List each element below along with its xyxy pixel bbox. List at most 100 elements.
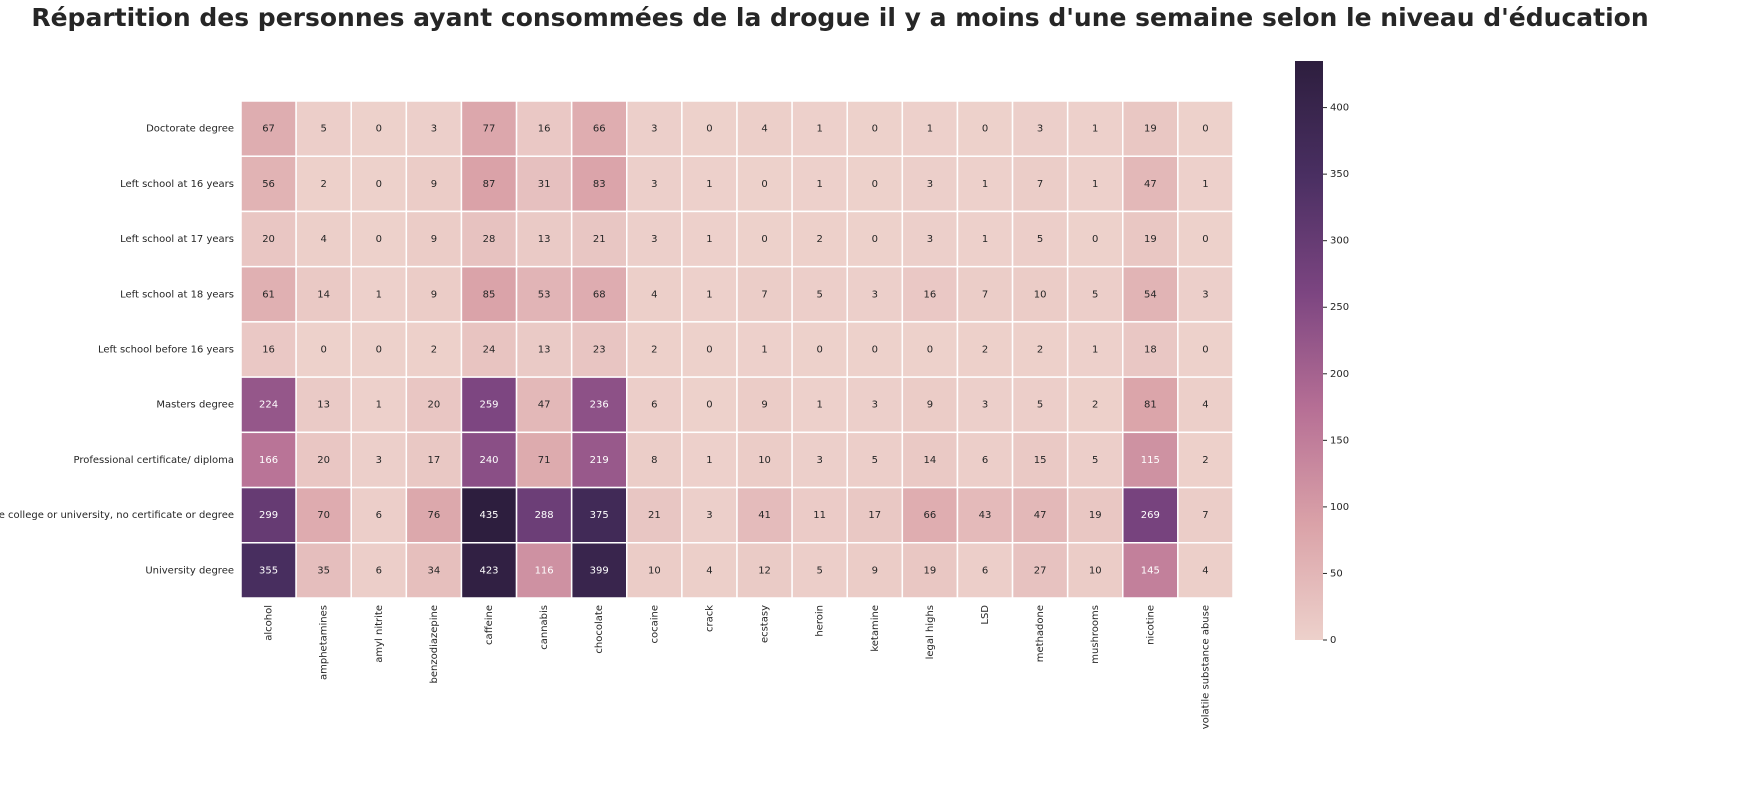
x-tick-label: amyl nitrite [374, 605, 385, 663]
cell-label: 0 [1202, 234, 1208, 245]
heatmap-cell [1122, 321, 1179, 378]
cell-label: 0 [761, 234, 767, 245]
x-tick-label: alcohol [264, 605, 275, 641]
heatmap-cell [460, 376, 518, 434]
cell-label: 259 [479, 400, 498, 411]
cell-label: 6 [982, 565, 988, 576]
cell-label: 8 [651, 455, 657, 466]
cell-label: 11 [813, 510, 826, 521]
cell-label: 3 [651, 234, 657, 245]
heatmap-cell [626, 486, 683, 544]
heatmap-cell [1122, 486, 1179, 544]
cell-label: 23 [593, 345, 606, 356]
cell-label: 236 [590, 400, 609, 411]
cell-label: 3 [706, 510, 712, 521]
cell-label: 4 [320, 234, 326, 245]
y-tick-label: Left school at 17 years [120, 234, 234, 245]
cell-label: 41 [758, 510, 771, 521]
cell-label: 0 [1202, 345, 1208, 356]
cell-label: 0 [320, 345, 326, 356]
heatmap-cell [295, 486, 352, 544]
heatmap-cell [350, 155, 408, 213]
heatmap-cell [791, 210, 848, 268]
y-tick-label: Masters degree [156, 400, 234, 411]
cell-label: 17 [428, 455, 441, 466]
cell-label: 7 [1202, 510, 1208, 521]
cell-label: 71 [538, 455, 551, 466]
cell-label: 2 [816, 234, 822, 245]
heatmap-cell [295, 431, 352, 489]
heatmap-cell [405, 542, 463, 599]
cell-label: 1 [1202, 179, 1208, 190]
cell-label: 54 [1144, 289, 1157, 300]
cell-label: 14 [317, 289, 330, 300]
heatmap-cell [240, 376, 297, 434]
cell-label: 4 [1202, 565, 1208, 576]
heatmap-cell [240, 321, 297, 378]
cell-label: 1 [1092, 345, 1098, 356]
heatmap-cell [515, 376, 573, 434]
cell-label: 0 [816, 345, 822, 356]
cell-label: 1 [761, 345, 767, 356]
heatmap-cell [901, 376, 959, 434]
cell-label: 27 [1034, 565, 1047, 576]
heatmap-cell [956, 376, 1014, 434]
cell-label: 1 [376, 400, 382, 411]
cell-label: 3 [872, 400, 878, 411]
cell-label: 299 [259, 510, 278, 521]
cell-label: 5 [872, 455, 878, 466]
cell-label: 81 [1144, 400, 1157, 411]
cell-label: 70 [317, 510, 330, 521]
cell-label: 423 [479, 565, 498, 576]
colorbar-tick-label: 50 [1330, 568, 1343, 579]
cell-label: 7 [761, 289, 767, 300]
cell-label: 35 [317, 565, 330, 576]
heatmap-cell [736, 431, 793, 489]
cell-label: 240 [479, 455, 498, 466]
x-tick-label: crack [704, 605, 715, 632]
cell-label: 375 [590, 510, 609, 521]
heatmap-cell [240, 486, 297, 544]
cell-label: 3 [927, 234, 933, 245]
cell-label: 5 [1092, 289, 1098, 300]
cell-label: 13 [538, 234, 551, 245]
cell-label: 56 [262, 179, 275, 190]
cell-label: 85 [483, 289, 496, 300]
cell-label: 1 [816, 124, 822, 135]
cell-label: 145 [1141, 565, 1160, 576]
cell-label: 0 [706, 400, 712, 411]
heatmap-cell [460, 542, 518, 599]
heatmap-cell [1011, 210, 1069, 268]
cell-label: 1 [376, 289, 382, 300]
heatmap-cell [405, 155, 463, 213]
heatmap-cell [791, 542, 848, 599]
heatmap-cell [901, 321, 959, 378]
heatmap-cell [240, 155, 297, 213]
heatmap-cell [681, 321, 738, 378]
heatmap-cell [846, 431, 904, 489]
cell-label: 19 [1144, 234, 1157, 245]
heatmap-cell [1177, 486, 1234, 544]
cell-label: 9 [872, 565, 878, 576]
colorbar [1295, 61, 1323, 640]
x-tick-label: caffeine [484, 605, 495, 645]
cell-label: 12 [758, 565, 771, 576]
heatmap-cell [1066, 542, 1124, 599]
cell-label: 15 [1034, 455, 1047, 466]
cell-label: 0 [376, 124, 382, 135]
cell-label: 3 [651, 179, 657, 190]
y-tick-label: Left school at 16 years [120, 179, 234, 190]
heatmap-cell [901, 210, 959, 268]
cell-label: 47 [538, 400, 551, 411]
heatmap-cell [901, 542, 959, 599]
cell-label: 5 [816, 565, 822, 576]
cell-label: 399 [590, 565, 609, 576]
cell-label: 0 [376, 179, 382, 190]
heatmap-cell [791, 155, 848, 213]
heatmap-cell [570, 265, 628, 323]
cell-label: 1 [816, 400, 822, 411]
colorbar-tick-label: 350 [1330, 169, 1349, 180]
cell-label: 7 [1037, 179, 1043, 190]
cell-label: 0 [376, 345, 382, 356]
